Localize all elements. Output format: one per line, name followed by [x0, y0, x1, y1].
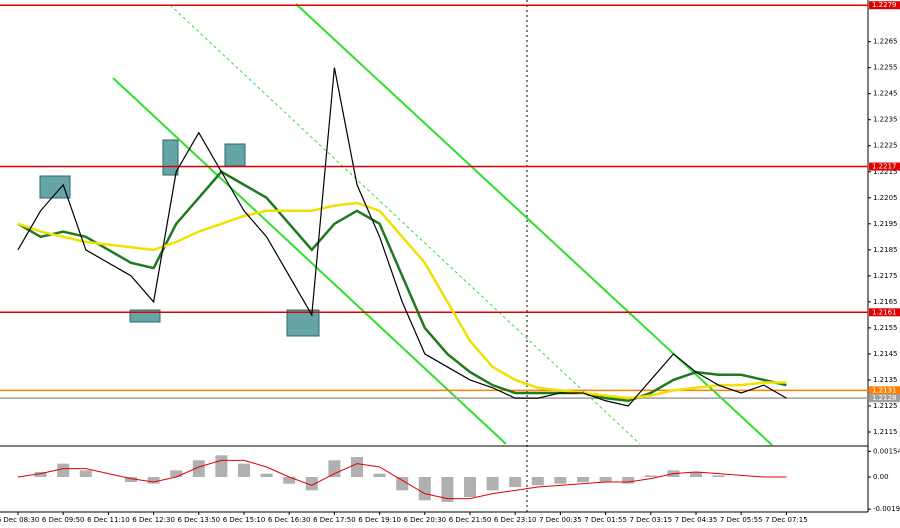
y-tick-label: 1.2245 [873, 90, 898, 98]
x-tick-label: 6 Dec 19:10 [358, 516, 401, 524]
x-tick-label: 7 Dec 04:35 [675, 516, 718, 524]
osc-bar [260, 473, 273, 477]
osc-bar [351, 457, 363, 477]
osc-bar [599, 477, 612, 482]
level-tag [869, 162, 900, 171]
x-tick-label: 7 Dec 01:55 [584, 516, 627, 524]
y-tick-label: 1.2175 [873, 272, 898, 280]
signal-box [39, 175, 71, 199]
osc-bar [305, 477, 318, 491]
osc-bar [577, 477, 589, 482]
level-tag [869, 308, 900, 317]
y-tick-label: 1.2145 [873, 350, 898, 358]
signal-box [224, 143, 246, 167]
y-tick-label: 1.2255 [873, 64, 898, 72]
osc-bar [690, 472, 702, 477]
trend-line [169, 4, 641, 445]
x-tick-label: 6 Dec 17:50 [313, 516, 356, 524]
osc-bar [644, 475, 657, 477]
osc-bar [396, 477, 409, 491]
osc-bar [373, 473, 386, 477]
osc-bar [509, 477, 522, 487]
y-tick-label: 1.2215 [873, 168, 898, 176]
osc-tick-label: 0.00154 [873, 447, 900, 455]
osc-bar [712, 475, 725, 477]
trend-line [112, 77, 507, 445]
osc-bar [125, 477, 137, 482]
series-line [17, 201, 787, 400]
osc-bar [192, 460, 205, 477]
x-tick-label: 7 Dec 07:15 [765, 516, 808, 524]
level-label: 1.2128 [872, 394, 897, 402]
trend-lines [112, 3, 773, 446]
y-tick-label: 1.2265 [873, 38, 898, 46]
y-tick-label: 1.2195 [873, 220, 898, 228]
osc-bar [147, 477, 160, 484]
trend-line [295, 3, 773, 446]
x-tick-label: 6 Dec 21:50 [449, 516, 492, 524]
osc-tick-label: 0.00 [873, 473, 889, 481]
signal-box [162, 139, 179, 176]
osc-bar [57, 463, 70, 477]
signal-box [286, 309, 320, 337]
x-tick-label: 6 Dec 09:50 [42, 516, 85, 524]
y-tick-label: 1.2235 [873, 116, 898, 124]
y-tick-label: 1.2115 [873, 428, 898, 436]
level-label: 1.2217 [872, 163, 897, 171]
x-tick-label: 6 Dec 08:30 [0, 516, 39, 524]
y-tick-label: 1.2165 [873, 298, 898, 306]
osc-signal [17, 459, 787, 500]
osc-bar [464, 477, 476, 497]
osc-bar [283, 477, 296, 484]
x-tick-label: 6 Dec 12:30 [132, 516, 175, 524]
osc-bar [418, 477, 431, 501]
osc-bar [34, 472, 47, 477]
level-tag [869, 1, 900, 10]
x-tick-label: 6 Dec 23:10 [494, 516, 537, 524]
osc-bar [441, 477, 454, 502]
x-tick-label: 6 Dec 13:50 [177, 516, 220, 524]
series-line [17, 67, 787, 407]
osc-bar [79, 470, 92, 477]
x-tick-label: 7 Dec 03:15 [629, 516, 672, 524]
osc-bar [238, 463, 250, 477]
osc-bar [215, 455, 228, 477]
osc-bar [486, 477, 499, 491]
osc-bar [328, 460, 341, 477]
x-tick-label: 6 Dec 20:30 [403, 516, 446, 524]
osc-bar [170, 470, 183, 477]
y-tick-label: 1.2155 [873, 324, 898, 332]
level-label: 1.2131 [872, 386, 897, 394]
level-tag [869, 394, 900, 403]
osc-bar [531, 477, 544, 486]
level-label: 1.2161 [872, 308, 897, 316]
osc-bar [554, 477, 567, 484]
x-tick-label: 6 Dec 11:10 [87, 516, 130, 524]
x-tick-label: 7 Dec 00:35 [539, 516, 582, 524]
series-line [17, 170, 787, 403]
osc-bar [622, 477, 635, 484]
y-tick-label: 1.2225 [873, 142, 898, 150]
level-label: 1.2279 [872, 1, 897, 9]
y-tick-label: 1.2135 [873, 376, 898, 384]
x-tick-label: 6 Dec 15:10 [223, 516, 266, 524]
y-tick-label: 1.2205 [873, 194, 898, 202]
x-tick-label: 6 Dec 16:30 [268, 516, 311, 524]
y-tick-label: 1.2125 [873, 402, 898, 410]
x-tick-label: 7 Dec 05:55 [720, 516, 763, 524]
level-tag [869, 386, 900, 395]
osc-tick-label: -0.00193 [873, 505, 900, 513]
y-tick-label: 1.2185 [873, 246, 898, 254]
